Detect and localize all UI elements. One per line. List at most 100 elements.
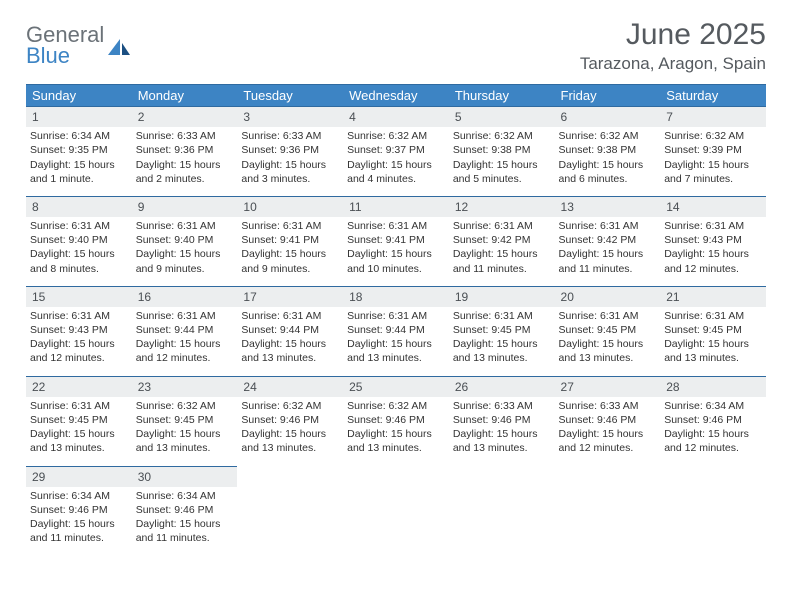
daylight-line: Daylight: 15 hours and 13 minutes. [241, 337, 339, 365]
day-number-cell: 16 [132, 286, 238, 307]
weekday-header: Sunday [26, 85, 132, 107]
weekday-header: Tuesday [237, 85, 343, 107]
weekday-header: Saturday [660, 85, 766, 107]
day-number-cell: 18 [343, 286, 449, 307]
weekday-header: Friday [555, 85, 661, 107]
day-data-cell: Sunrise: 6:31 AMSunset: 9:43 PMDaylight:… [660, 217, 766, 286]
month-title: June 2025 [580, 18, 766, 52]
sunset-line: Sunset: 9:45 PM [30, 413, 128, 427]
day-data-cell: Sunrise: 6:32 AMSunset: 9:38 PMDaylight:… [449, 127, 555, 196]
day-data-cell: Sunrise: 6:31 AMSunset: 9:45 PMDaylight:… [555, 307, 661, 376]
daylight-line: Daylight: 15 hours and 12 minutes. [664, 427, 762, 455]
day-number-cell [660, 466, 766, 487]
sunset-line: Sunset: 9:44 PM [347, 323, 445, 337]
sunset-line: Sunset: 9:46 PM [559, 413, 657, 427]
weekday-header: Wednesday [343, 85, 449, 107]
daylight-line: Daylight: 15 hours and 3 minutes. [241, 158, 339, 186]
day-number-cell: 1 [26, 107, 132, 128]
brand-blue: Blue [26, 45, 104, 67]
sunrise-line: Sunrise: 6:32 AM [453, 129, 551, 143]
day-data-cell: Sunrise: 6:31 AMSunset: 9:41 PMDaylight:… [237, 217, 343, 286]
day-data-cell: Sunrise: 6:31 AMSunset: 9:45 PMDaylight:… [26, 397, 132, 466]
day-number-cell: 11 [343, 196, 449, 217]
day-number-cell: 6 [555, 107, 661, 128]
sunset-line: Sunset: 9:45 PM [453, 323, 551, 337]
daylight-line: Daylight: 15 hours and 13 minutes. [347, 427, 445, 455]
sunset-line: Sunset: 9:46 PM [664, 413, 762, 427]
day-data-cell: Sunrise: 6:31 AMSunset: 9:44 PMDaylight:… [132, 307, 238, 376]
daylight-line: Daylight: 15 hours and 9 minutes. [136, 247, 234, 275]
sunrise-line: Sunrise: 6:31 AM [136, 309, 234, 323]
sunrise-line: Sunrise: 6:34 AM [664, 399, 762, 413]
daylight-line: Daylight: 15 hours and 12 minutes. [559, 427, 657, 455]
day-number-row: 2930 [26, 466, 766, 487]
day-number-cell: 7 [660, 107, 766, 128]
sunset-line: Sunset: 9:42 PM [453, 233, 551, 247]
day-data-cell [237, 487, 343, 556]
sunset-line: Sunset: 9:37 PM [347, 143, 445, 157]
location: Tarazona, Aragon, Spain [580, 54, 766, 74]
daylight-line: Daylight: 15 hours and 11 minutes. [453, 247, 551, 275]
day-data-cell: Sunrise: 6:32 AMSunset: 9:46 PMDaylight:… [237, 397, 343, 466]
weekday-header: Monday [132, 85, 238, 107]
brand-logo: General Blue [26, 24, 132, 67]
daylight-line: Daylight: 15 hours and 1 minute. [30, 158, 128, 186]
sunset-line: Sunset: 9:41 PM [241, 233, 339, 247]
sunrise-line: Sunrise: 6:32 AM [241, 399, 339, 413]
daylight-line: Daylight: 15 hours and 13 minutes. [559, 337, 657, 365]
day-data-cell [660, 487, 766, 556]
sunset-line: Sunset: 9:41 PM [347, 233, 445, 247]
sunrise-line: Sunrise: 6:34 AM [30, 129, 128, 143]
day-number-cell: 3 [237, 107, 343, 128]
day-data-cell: Sunrise: 6:32 AMSunset: 9:37 PMDaylight:… [343, 127, 449, 196]
daylight-line: Daylight: 15 hours and 13 minutes. [453, 337, 551, 365]
day-data-cell: Sunrise: 6:33 AMSunset: 9:46 PMDaylight:… [449, 397, 555, 466]
daylight-line: Daylight: 15 hours and 8 minutes. [30, 247, 128, 275]
sunrise-line: Sunrise: 6:31 AM [559, 219, 657, 233]
day-data-row: Sunrise: 6:34 AMSunset: 9:35 PMDaylight:… [26, 127, 766, 196]
day-data-cell: Sunrise: 6:34 AMSunset: 9:46 PMDaylight:… [26, 487, 132, 556]
day-number-cell: 10 [237, 196, 343, 217]
day-number-row: 22232425262728 [26, 376, 766, 397]
day-data-cell: Sunrise: 6:33 AMSunset: 9:46 PMDaylight:… [555, 397, 661, 466]
sunset-line: Sunset: 9:46 PM [347, 413, 445, 427]
daylight-line: Daylight: 15 hours and 13 minutes. [347, 337, 445, 365]
day-number-cell: 20 [555, 286, 661, 307]
day-data-row: Sunrise: 6:31 AMSunset: 9:43 PMDaylight:… [26, 307, 766, 376]
sunrise-line: Sunrise: 6:31 AM [347, 219, 445, 233]
day-number-cell [237, 466, 343, 487]
daylight-line: Daylight: 15 hours and 13 minutes. [30, 427, 128, 455]
sunrise-line: Sunrise: 6:31 AM [453, 309, 551, 323]
day-number-cell: 27 [555, 376, 661, 397]
daylight-line: Daylight: 15 hours and 13 minutes. [241, 427, 339, 455]
day-number-row: 891011121314 [26, 196, 766, 217]
day-data-cell: Sunrise: 6:31 AMSunset: 9:45 PMDaylight:… [449, 307, 555, 376]
daylight-line: Daylight: 15 hours and 11 minutes. [136, 517, 234, 545]
calendar-page: General Blue June 2025 Tarazona, Aragon,… [0, 0, 792, 555]
day-data-cell: Sunrise: 6:31 AMSunset: 9:40 PMDaylight:… [26, 217, 132, 286]
day-number-cell: 14 [660, 196, 766, 217]
weekday-header: Thursday [449, 85, 555, 107]
sunset-line: Sunset: 9:44 PM [241, 323, 339, 337]
sunset-line: Sunset: 9:43 PM [664, 233, 762, 247]
day-data-cell: Sunrise: 6:32 AMSunset: 9:45 PMDaylight:… [132, 397, 238, 466]
sunset-line: Sunset: 9:36 PM [241, 143, 339, 157]
sunset-line: Sunset: 9:46 PM [30, 503, 128, 517]
sunset-line: Sunset: 9:38 PM [559, 143, 657, 157]
sunset-line: Sunset: 9:36 PM [136, 143, 234, 157]
daylight-line: Daylight: 15 hours and 6 minutes. [559, 158, 657, 186]
sunset-line: Sunset: 9:35 PM [30, 143, 128, 157]
day-number-cell: 29 [26, 466, 132, 487]
sunrise-line: Sunrise: 6:31 AM [347, 309, 445, 323]
sunset-line: Sunset: 9:46 PM [453, 413, 551, 427]
calendar-table: SundayMondayTuesdayWednesdayThursdayFrid… [26, 84, 766, 555]
day-number-cell: 28 [660, 376, 766, 397]
sunrise-line: Sunrise: 6:31 AM [30, 399, 128, 413]
day-data-cell: Sunrise: 6:31 AMSunset: 9:44 PMDaylight:… [237, 307, 343, 376]
sail-icon [106, 37, 132, 59]
day-data-cell [343, 487, 449, 556]
sunrise-line: Sunrise: 6:32 AM [664, 129, 762, 143]
sunrise-line: Sunrise: 6:32 AM [347, 129, 445, 143]
day-data-cell: Sunrise: 6:32 AMSunset: 9:39 PMDaylight:… [660, 127, 766, 196]
sunrise-line: Sunrise: 6:31 AM [453, 219, 551, 233]
